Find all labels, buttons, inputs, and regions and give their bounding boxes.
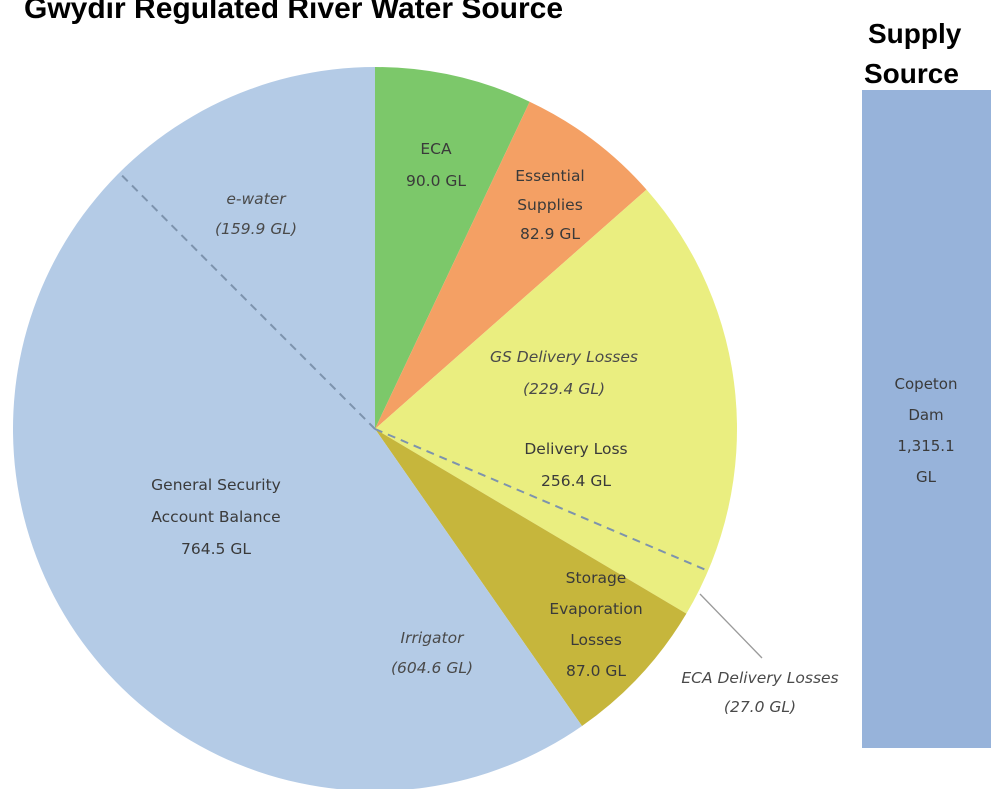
gs-delivery-losses-label-line: GS Delivery Losses bbox=[490, 348, 638, 366]
storage-evaporation-label-line: Losses bbox=[570, 631, 622, 649]
essential-supplies-label-line: Supplies bbox=[517, 196, 583, 214]
supply-source-bar-label-line: GL bbox=[916, 468, 937, 486]
ewater-label-line: (159.9 GL) bbox=[215, 220, 297, 238]
gs-delivery-losses-label-line: (229.4 GL) bbox=[523, 380, 605, 398]
ewater-irrigator-divider bbox=[118, 172, 376, 430]
irrigator-label-line: (604.6 GL) bbox=[391, 659, 473, 677]
general-security-label: General Security Account Balance 764.5 GL bbox=[151, 476, 281, 558]
storage-evaporation-label: Storage Evaporation Losses 87.0 GL bbox=[549, 569, 642, 680]
irrigator-label-line: Irrigator bbox=[401, 629, 466, 647]
general-security-label-line: Account Balance bbox=[151, 508, 280, 526]
essential-supplies-label-line: 82.9 GL bbox=[520, 225, 580, 243]
slice-labels: ECA 90.0 GL Essential Supplies 82.9 GL Delive… bbox=[151, 140, 838, 716]
supply-source-bar-label-line: Copeton bbox=[895, 375, 958, 393]
irrigator-label: Irrigator (604.6 GL) bbox=[391, 629, 473, 677]
general-security-label-line: General Security bbox=[151, 476, 281, 494]
ewater-label: e-water (159.9 GL) bbox=[215, 190, 297, 238]
pie-slice-eca bbox=[375, 67, 530, 429]
essential-supplies-label-line: Essential bbox=[515, 167, 585, 185]
storage-evaporation-label-line: 87.0 GL bbox=[566, 662, 626, 680]
supply-source-bar-label-line: 1,315.1 bbox=[897, 437, 954, 455]
supply-source-bar bbox=[862, 90, 991, 748]
eca-delivery-losses-label: ECA Delivery Losses (27.0 GL) bbox=[681, 669, 838, 716]
storage-evaporation-label-line: Storage bbox=[566, 569, 627, 587]
ewater-label-line: e-water bbox=[226, 190, 287, 208]
supply-source-heading-line1: Supply bbox=[868, 18, 962, 49]
supply-source: Supply Source Copeton Dam 1,315.1 GL bbox=[862, 18, 991, 748]
eca-label-line: 90.0 GL bbox=[406, 172, 466, 190]
eca-delivery-losses-label-line: ECA Delivery Losses bbox=[681, 669, 838, 687]
eca-label-line: ECA bbox=[420, 140, 452, 158]
gs-delivery-losses-label: GS Delivery Losses (229.4 GL) bbox=[490, 348, 638, 398]
delivery-loss-label-line: 256.4 GL bbox=[541, 472, 611, 490]
gs-eca-delivery-divider bbox=[374, 428, 709, 572]
supply-source-heading-line2: Source bbox=[864, 58, 959, 89]
storage-evaporation-label-line: Evaporation bbox=[549, 600, 642, 618]
eca-delivery-losses-label-line: (27.0 GL) bbox=[724, 698, 796, 716]
chart-title: Gwydir Regulated River Water Source bbox=[24, 0, 563, 25]
delivery-loss-label-line: Delivery Loss bbox=[524, 440, 627, 458]
pie-slice-delivery-loss bbox=[375, 189, 737, 614]
pie-slice-storage-evaporation-losses bbox=[375, 429, 687, 726]
sub-division-lines bbox=[118, 172, 763, 659]
pie-slice-essential-supplies bbox=[375, 101, 647, 429]
pie-slices bbox=[12, 67, 737, 789]
supply-source-bar-labels: Copeton Dam 1,315.1 GL bbox=[895, 375, 958, 486]
eca-label: ECA 90.0 GL bbox=[406, 140, 466, 190]
eca-delivery-losses-leader-line bbox=[699, 593, 763, 659]
essential-supplies-label: Essential Supplies 82.9 GL bbox=[515, 167, 585, 243]
general-security-label-line: 764.5 GL bbox=[181, 540, 251, 558]
pie-slice-general-security-account-balance bbox=[12, 67, 583, 789]
delivery-loss-label: Delivery Loss 256.4 GL bbox=[524, 440, 627, 490]
supply-source-bar-label-line: Dam bbox=[908, 406, 943, 424]
